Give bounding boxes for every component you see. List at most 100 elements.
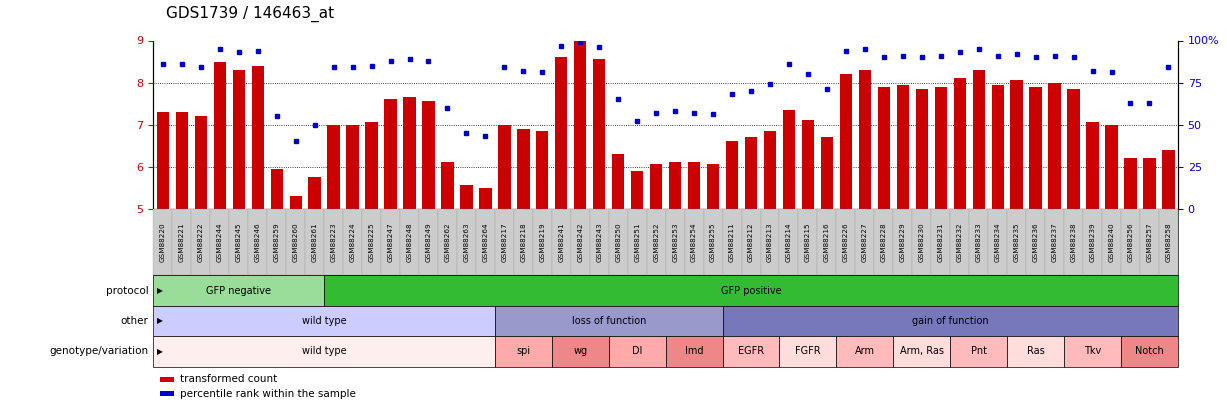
Text: wild type: wild type bbox=[302, 316, 346, 326]
Text: GSM88228: GSM88228 bbox=[881, 222, 887, 262]
Text: FGFR: FGFR bbox=[795, 346, 821, 356]
Text: genotype/variation: genotype/variation bbox=[49, 346, 148, 356]
Text: Arm: Arm bbox=[855, 346, 875, 356]
Text: GSM88245: GSM88245 bbox=[236, 222, 242, 262]
Text: Tkv: Tkv bbox=[1083, 346, 1101, 356]
Bar bbox=[518, 129, 530, 209]
Text: GSM88229: GSM88229 bbox=[899, 222, 906, 262]
Text: GSM88240: GSM88240 bbox=[1108, 222, 1114, 262]
Bar bbox=[328, 125, 340, 209]
Bar bbox=[726, 141, 739, 209]
Bar bbox=[404, 97, 416, 209]
Text: GSM88219: GSM88219 bbox=[540, 222, 545, 262]
Text: ▶: ▶ bbox=[157, 286, 163, 295]
Bar bbox=[233, 70, 245, 209]
Text: Imd: Imd bbox=[685, 346, 703, 356]
Bar bbox=[745, 137, 757, 209]
Text: GSM88262: GSM88262 bbox=[444, 222, 450, 262]
Text: GSM88252: GSM88252 bbox=[653, 222, 659, 262]
Text: GSM88249: GSM88249 bbox=[426, 222, 432, 262]
Bar bbox=[859, 70, 871, 209]
Text: GSM88236: GSM88236 bbox=[1033, 222, 1038, 262]
Text: GSM88217: GSM88217 bbox=[502, 222, 508, 262]
Bar bbox=[536, 131, 548, 209]
Text: GSM88253: GSM88253 bbox=[672, 222, 679, 262]
Text: GSM88242: GSM88242 bbox=[577, 222, 583, 262]
Text: Pnt: Pnt bbox=[971, 346, 987, 356]
Text: EGFR: EGFR bbox=[737, 346, 764, 356]
Text: GSM88216: GSM88216 bbox=[823, 222, 829, 262]
Bar bbox=[1011, 81, 1023, 209]
Bar bbox=[270, 168, 283, 209]
Text: GSM88257: GSM88257 bbox=[1146, 222, 1152, 262]
Text: GSM88256: GSM88256 bbox=[1128, 222, 1134, 262]
Bar bbox=[252, 66, 264, 209]
Text: GSM88225: GSM88225 bbox=[368, 222, 374, 262]
Text: gain of function: gain of function bbox=[912, 316, 989, 326]
Text: GSM88241: GSM88241 bbox=[558, 222, 564, 262]
Text: GSM88248: GSM88248 bbox=[406, 222, 412, 262]
Text: GSM88230: GSM88230 bbox=[919, 222, 925, 262]
Bar bbox=[346, 125, 358, 209]
Text: GSM88232: GSM88232 bbox=[957, 222, 963, 262]
Text: GSM88258: GSM88258 bbox=[1166, 222, 1172, 262]
Bar bbox=[801, 120, 814, 209]
Bar bbox=[669, 162, 681, 209]
Text: GSM88233: GSM88233 bbox=[975, 222, 982, 262]
Text: GSM88218: GSM88218 bbox=[520, 222, 526, 262]
Text: GSM88251: GSM88251 bbox=[634, 222, 640, 262]
Bar bbox=[574, 40, 587, 209]
Bar bbox=[897, 85, 909, 209]
Bar bbox=[915, 89, 928, 209]
Bar bbox=[480, 188, 492, 209]
Text: GSM88247: GSM88247 bbox=[388, 222, 394, 262]
Text: GSM88264: GSM88264 bbox=[482, 222, 488, 262]
Text: GSM88235: GSM88235 bbox=[1014, 222, 1020, 262]
Text: GSM88255: GSM88255 bbox=[710, 222, 717, 262]
Bar bbox=[384, 99, 396, 209]
Text: GSM88246: GSM88246 bbox=[255, 222, 260, 262]
Bar bbox=[991, 85, 1004, 209]
Bar bbox=[442, 162, 454, 209]
Bar bbox=[783, 110, 795, 209]
Text: GSM88213: GSM88213 bbox=[767, 222, 773, 262]
Bar bbox=[821, 137, 833, 209]
Text: loss of function: loss of function bbox=[572, 316, 645, 326]
Bar bbox=[764, 131, 777, 209]
Text: spi: spi bbox=[517, 346, 530, 356]
Text: GSM88254: GSM88254 bbox=[691, 222, 697, 262]
Text: GSM88224: GSM88224 bbox=[350, 222, 356, 262]
Text: Ras: Ras bbox=[1027, 346, 1044, 356]
Bar bbox=[1067, 89, 1080, 209]
Text: GSM88259: GSM88259 bbox=[274, 222, 280, 262]
Bar bbox=[555, 58, 567, 209]
Bar bbox=[1086, 122, 1098, 209]
Bar bbox=[460, 185, 472, 209]
Text: GSM88222: GSM88222 bbox=[198, 222, 204, 262]
Bar bbox=[308, 177, 320, 209]
Bar bbox=[213, 62, 226, 209]
Text: GSM88231: GSM88231 bbox=[937, 222, 944, 262]
Bar bbox=[877, 87, 890, 209]
Text: GFP negative: GFP negative bbox=[206, 286, 271, 296]
Bar bbox=[157, 112, 169, 209]
Bar bbox=[1124, 158, 1136, 209]
Bar bbox=[935, 87, 947, 209]
Text: GSM88221: GSM88221 bbox=[179, 222, 185, 262]
Text: GSM88243: GSM88243 bbox=[596, 222, 602, 262]
Text: Notch: Notch bbox=[1135, 346, 1164, 356]
Text: GSM88261: GSM88261 bbox=[312, 222, 318, 262]
Bar bbox=[1048, 83, 1061, 209]
Text: Dl: Dl bbox=[632, 346, 643, 356]
Text: GSM88215: GSM88215 bbox=[805, 222, 811, 262]
Bar bbox=[593, 60, 605, 209]
Bar bbox=[1106, 125, 1118, 209]
Text: GSM88244: GSM88244 bbox=[217, 222, 223, 262]
Text: GSM88234: GSM88234 bbox=[995, 222, 1001, 262]
Text: percentile rank within the sample: percentile rank within the sample bbox=[180, 389, 356, 399]
Bar bbox=[612, 154, 625, 209]
Text: GSM88220: GSM88220 bbox=[160, 222, 166, 262]
Text: GSM88239: GSM88239 bbox=[1090, 222, 1096, 262]
Bar bbox=[498, 125, 510, 209]
Bar bbox=[650, 164, 663, 209]
